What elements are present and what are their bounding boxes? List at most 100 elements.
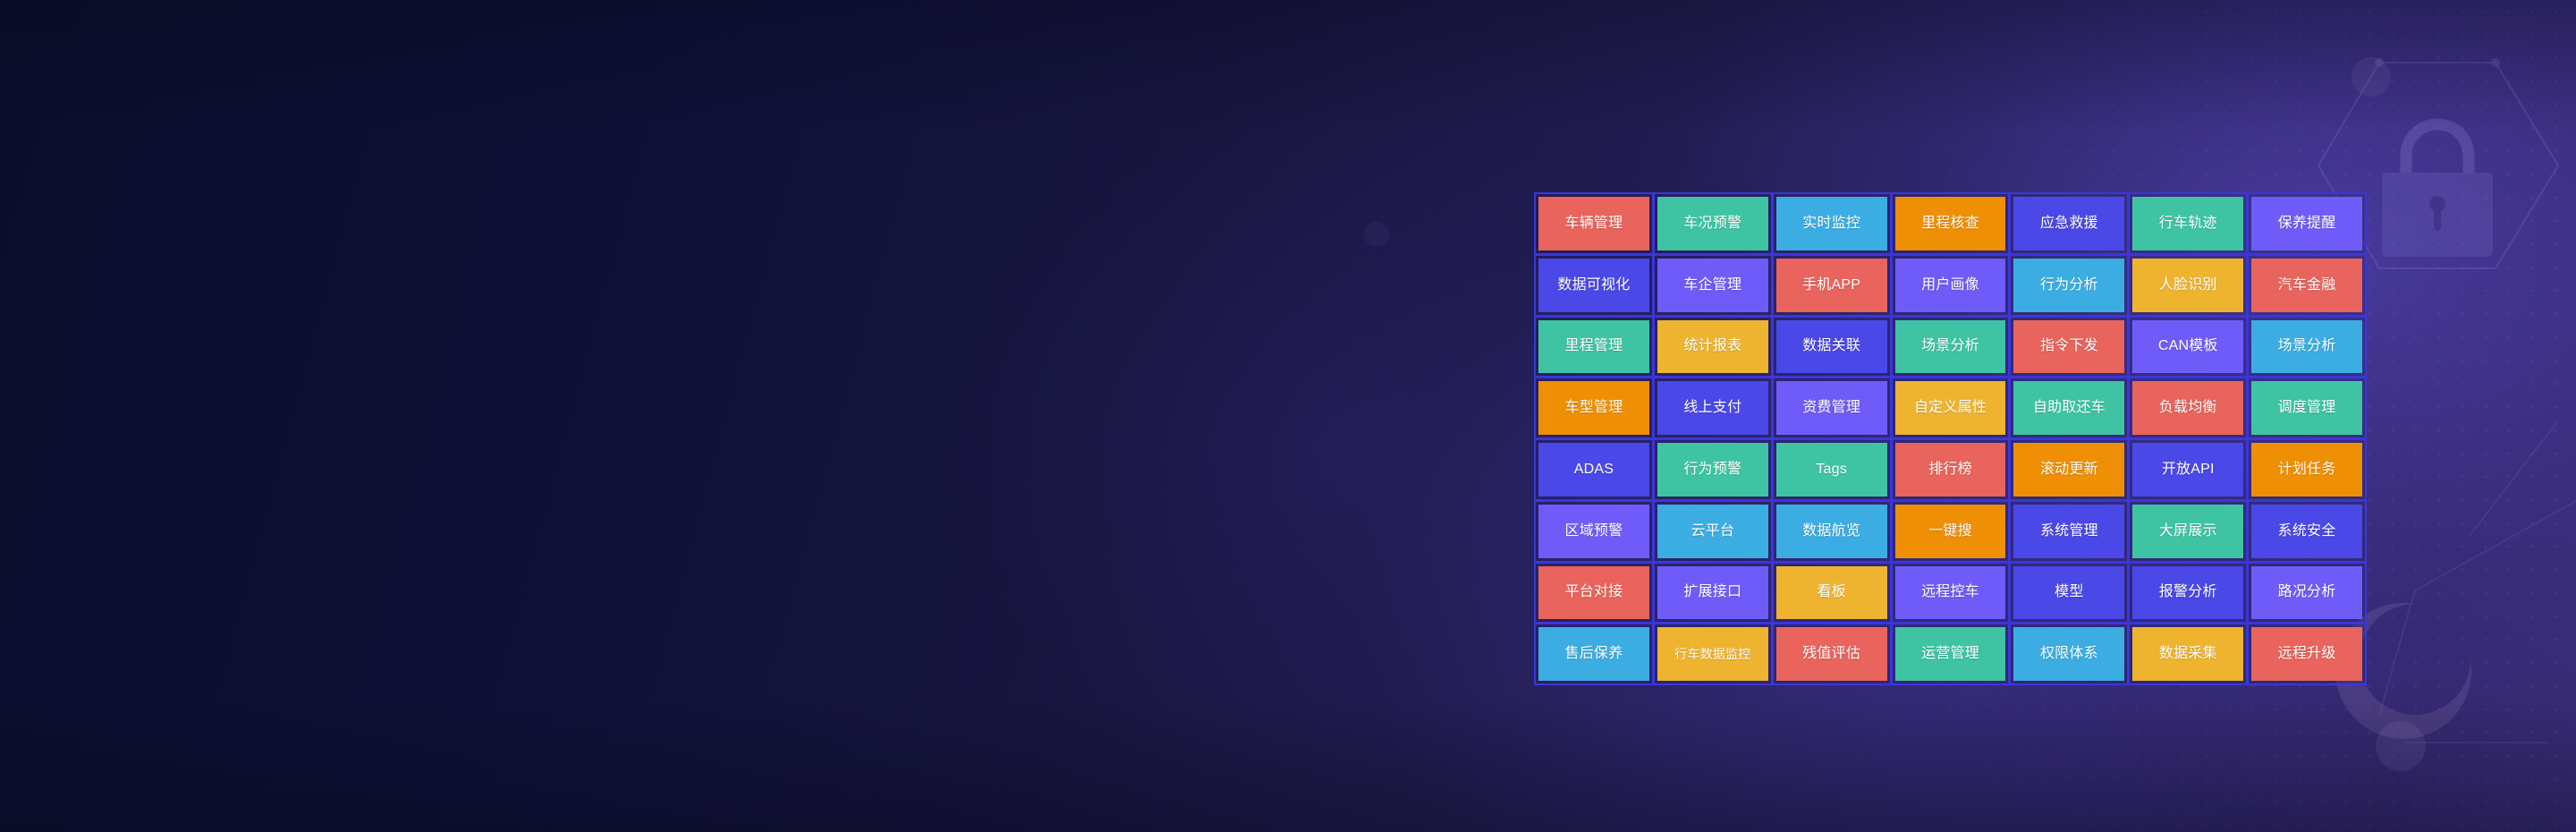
- feature-tile[interactable]: 资费管理: [1775, 381, 1887, 435]
- feature-cell[interactable]: 云平台: [1652, 499, 1773, 563]
- feature-cell[interactable]: 数据航览: [1771, 499, 1892, 563]
- feature-tile[interactable]: 自定义属性: [1894, 381, 2006, 435]
- feature-tile[interactable]: 行车数据监控: [1657, 627, 1768, 681]
- feature-cell[interactable]: 一键搜: [1890, 499, 2011, 563]
- feature-tile[interactable]: 看板: [1775, 565, 1887, 620]
- feature-cell[interactable]: 行车数据监控: [1652, 623, 1773, 685]
- feature-cell[interactable]: 远程升级: [2247, 623, 2367, 685]
- feature-cell[interactable]: 车企管理: [1652, 253, 1773, 317]
- feature-cell[interactable]: Tags: [1771, 438, 1892, 501]
- feature-tile[interactable]: 残值评估: [1775, 627, 1887, 681]
- feature-cell[interactable]: 系统管理: [2009, 499, 2130, 563]
- feature-cell[interactable]: 看板: [1771, 561, 1892, 624]
- feature-tile[interactable]: ADAS: [1538, 443, 1649, 497]
- feature-tile[interactable]: 开放API: [2132, 443, 2244, 497]
- feature-tile[interactable]: 行为分析: [2013, 258, 2125, 312]
- feature-tile[interactable]: 里程管理: [1538, 319, 1649, 374]
- feature-tile[interactable]: 用户画像: [1894, 258, 2006, 312]
- feature-cell[interactable]: 数据采集: [2128, 623, 2249, 685]
- feature-tile[interactable]: Tags: [1775, 443, 1887, 497]
- feature-cell[interactable]: 人脸识别: [2128, 253, 2249, 317]
- feature-cell[interactable]: 数据可视化: [1534, 253, 1654, 317]
- feature-tile[interactable]: 系统管理: [2013, 504, 2125, 558]
- feature-cell[interactable]: 统计报表: [1652, 315, 1773, 378]
- feature-cell[interactable]: 报警分析: [2128, 561, 2249, 624]
- feature-cell[interactable]: 远程控车: [1890, 561, 2011, 624]
- feature-tile[interactable]: 统计报表: [1657, 319, 1768, 374]
- feature-tile[interactable]: 指令下发: [2013, 319, 2125, 374]
- feature-tile[interactable]: 滚动更新: [2013, 443, 2125, 497]
- feature-tile[interactable]: 售后保养: [1538, 627, 1649, 681]
- feature-tile[interactable]: 数据可视化: [1538, 258, 1649, 312]
- feature-cell[interactable]: 残值评估: [1771, 623, 1892, 685]
- feature-tile[interactable]: 云平台: [1657, 504, 1768, 558]
- feature-cell[interactable]: 自助取还车: [2009, 377, 2130, 439]
- feature-tile[interactable]: 运营管理: [1894, 627, 2006, 681]
- feature-tile[interactable]: 区域预警: [1538, 504, 1649, 558]
- feature-cell[interactable]: 调度管理: [2247, 377, 2367, 439]
- feature-tile[interactable]: 场景分析: [1894, 319, 2006, 374]
- feature-tile[interactable]: 负载均衡: [2132, 381, 2244, 435]
- feature-tile[interactable]: 车况预警: [1657, 197, 1768, 250]
- feature-tile[interactable]: 保养提醒: [2251, 197, 2362, 250]
- feature-cell[interactable]: 行为分析: [2009, 253, 2130, 317]
- feature-tile[interactable]: 排行榜: [1894, 443, 2006, 497]
- feature-tile[interactable]: 权限体系: [2013, 627, 2125, 681]
- feature-cell[interactable]: 路况分析: [2247, 561, 2367, 624]
- feature-cell[interactable]: 扩展接口: [1652, 561, 1773, 624]
- feature-cell[interactable]: 区域预警: [1534, 499, 1654, 563]
- feature-tile[interactable]: 数据采集: [2132, 627, 2244, 681]
- feature-cell[interactable]: 自定义属性: [1890, 377, 2011, 439]
- feature-cell[interactable]: 汽车金融: [2247, 253, 2367, 317]
- feature-tile[interactable]: 手机APP: [1775, 258, 1887, 312]
- feature-cell[interactable]: 用户画像: [1890, 253, 2011, 317]
- feature-tile[interactable]: 场景分析: [2251, 319, 2362, 374]
- feature-cell[interactable]: 车辆管理: [1534, 192, 1654, 255]
- feature-cell[interactable]: 行为预警: [1652, 438, 1773, 501]
- feature-tile[interactable]: 平台对接: [1538, 565, 1649, 620]
- feature-tile[interactable]: 行为预警: [1657, 443, 1768, 497]
- feature-cell[interactable]: 指令下发: [2009, 315, 2130, 378]
- feature-tile[interactable]: 数据航览: [1775, 504, 1887, 558]
- feature-tile[interactable]: 人脸识别: [2132, 258, 2244, 312]
- feature-cell[interactable]: 平台对接: [1534, 561, 1654, 624]
- feature-cell[interactable]: 开放API: [2128, 438, 2249, 501]
- feature-cell[interactable]: 线上支付: [1652, 377, 1773, 439]
- feature-cell[interactable]: 计划任务: [2247, 438, 2367, 501]
- feature-tile[interactable]: 行车轨迹: [2132, 197, 2244, 250]
- feature-cell[interactable]: 售后保养: [1534, 623, 1654, 685]
- feature-tile[interactable]: 大屏展示: [2132, 504, 2244, 558]
- feature-cell[interactable]: 大屏展示: [2128, 499, 2249, 563]
- feature-tile[interactable]: 计划任务: [2251, 443, 2362, 497]
- feature-tile[interactable]: 车型管理: [1538, 381, 1649, 435]
- feature-tile[interactable]: 汽车金融: [2251, 258, 2362, 312]
- feature-tile[interactable]: 实时监控: [1775, 197, 1887, 250]
- feature-tile[interactable]: 扩展接口: [1657, 565, 1768, 620]
- feature-tile[interactable]: 系统安全: [2251, 504, 2362, 558]
- feature-cell[interactable]: 负载均衡: [2128, 377, 2249, 439]
- feature-tile[interactable]: 数据关联: [1775, 319, 1887, 374]
- feature-tile[interactable]: 报警分析: [2132, 565, 2244, 620]
- feature-tile[interactable]: 里程核查: [1894, 197, 2006, 250]
- feature-cell[interactable]: 数据关联: [1771, 315, 1892, 378]
- feature-tile[interactable]: 车辆管理: [1538, 197, 1649, 250]
- feature-tile[interactable]: 远程升级: [2251, 627, 2362, 681]
- feature-tile[interactable]: CAN模板: [2132, 319, 2244, 374]
- feature-cell[interactable]: 里程核查: [1890, 192, 2011, 255]
- feature-tile[interactable]: 自助取还车: [2013, 381, 2125, 435]
- feature-cell[interactable]: CAN模板: [2128, 315, 2249, 378]
- feature-cell[interactable]: 资费管理: [1771, 377, 1892, 439]
- feature-cell[interactable]: 权限体系: [2009, 623, 2130, 685]
- feature-tile[interactable]: 调度管理: [2251, 381, 2362, 435]
- feature-cell[interactable]: 滚动更新: [2009, 438, 2130, 501]
- feature-cell[interactable]: 手机APP: [1771, 253, 1892, 317]
- feature-cell[interactable]: 车型管理: [1534, 377, 1654, 439]
- feature-cell[interactable]: 系统安全: [2247, 499, 2367, 563]
- feature-cell[interactable]: 模型: [2009, 561, 2130, 624]
- feature-cell[interactable]: 里程管理: [1534, 315, 1654, 378]
- feature-cell[interactable]: 应急救援: [2009, 192, 2130, 255]
- feature-tile[interactable]: 远程控车: [1894, 565, 2006, 620]
- feature-cell[interactable]: 排行榜: [1890, 438, 2011, 501]
- feature-cell[interactable]: 行车轨迹: [2128, 192, 2249, 255]
- feature-tile[interactable]: 车企管理: [1657, 258, 1768, 312]
